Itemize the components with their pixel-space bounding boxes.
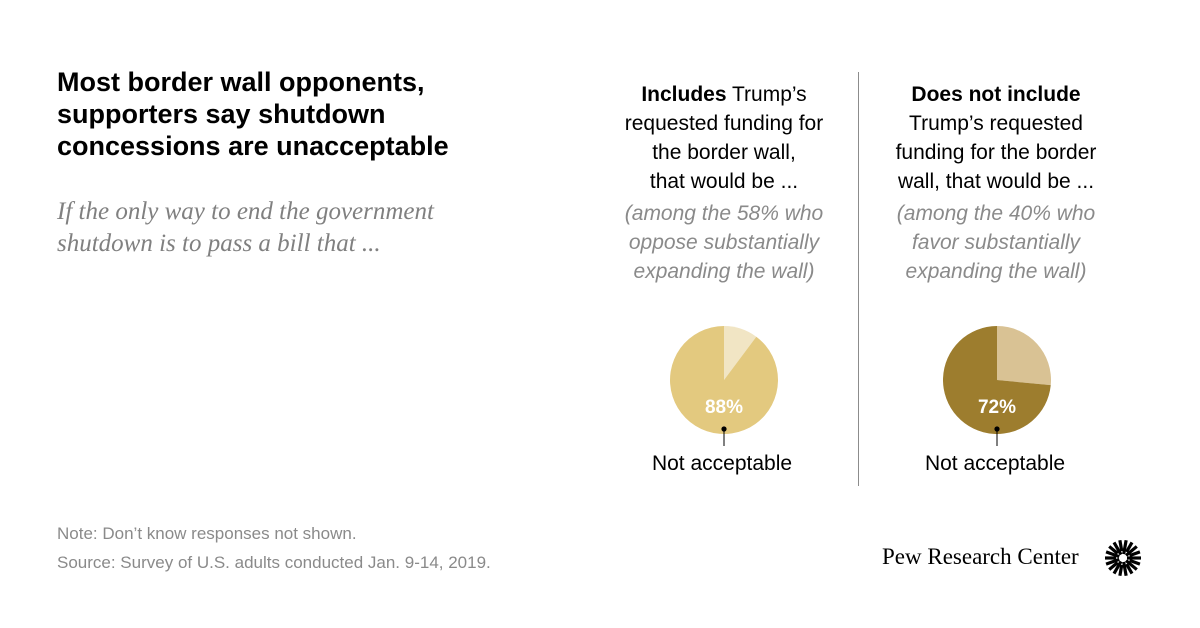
- logo-ray: [1125, 559, 1138, 571]
- pew-logo-icon: [1105, 539, 1141, 577]
- column-heading: Includes Trump’s requested funding for t…: [594, 80, 854, 196]
- logo-ray: [1105, 550, 1120, 559]
- pie-slice-other: [997, 326, 1051, 386]
- column-note: (among the 40% who favor substantially e…: [866, 199, 1126, 286]
- column-includes: Includes Trump’s requested funding for t…: [594, 80, 854, 307]
- source-text: Source: Survey of U.S. adults conducted …: [57, 553, 491, 572]
- heading-bold: Does not include: [911, 83, 1081, 106]
- logo-ray: [1125, 545, 1138, 557]
- note-line: (among the 40% who: [896, 202, 1096, 225]
- subtitle-line: shutdown is to pass a bill that ...: [57, 230, 381, 257]
- logo-ray: [1125, 541, 1134, 553]
- logo-ray: [1122, 539, 1128, 555]
- title-line: Most border wall opponents,: [57, 67, 425, 97]
- logo-ray: [1112, 560, 1123, 575]
- note-line: expanding the wall): [633, 260, 815, 283]
- logo-ray: [1112, 541, 1123, 556]
- chart-title: Most border wall opponents, supporters s…: [57, 66, 537, 162]
- logo-ray: [1122, 561, 1128, 577]
- pie-category-label: Not acceptable: [652, 452, 792, 475]
- brand-name: Pew Research Center: [882, 544, 1079, 569]
- logo-ray: [1118, 539, 1124, 552]
- logo-ray: [1129, 558, 1141, 566]
- heading-line: that would be ...: [649, 170, 799, 193]
- subtitle-line: If the only way to end the government: [57, 198, 434, 225]
- logo-ray: [1118, 564, 1124, 577]
- pie-slice-not-acceptable: [942, 326, 1051, 434]
- heading-rest: Trump’s: [726, 83, 807, 106]
- pie-slice-other: [724, 326, 757, 380]
- title-line: supporters say shutdown: [57, 99, 386, 129]
- column-heading: Does not include Trump’s requested fundi…: [866, 80, 1126, 196]
- logo-ray: [1129, 550, 1141, 558]
- heading-line: requested funding for: [624, 112, 824, 135]
- footnote: Note: Don’t know responses not shown. So…: [57, 519, 491, 577]
- heading-line: wall, that would be ...: [897, 170, 1095, 193]
- heading-line: Trump’s requested: [909, 112, 1083, 135]
- note-line: expanding the wall): [905, 260, 1087, 283]
- note-line: oppose substantially: [628, 231, 820, 254]
- pie-value-label: 72%: [978, 397, 1016, 418]
- logo-ray: [1105, 557, 1120, 566]
- heading-bold: Includes: [641, 83, 727, 106]
- heading-line: Does not include: [866, 80, 1126, 109]
- note-line: favor substantially: [911, 231, 1081, 254]
- pie-value-label: 88%: [705, 397, 743, 418]
- note-line: (among the 58% who: [624, 202, 824, 225]
- heading-line: Includes Trump’s: [594, 80, 854, 109]
- logo-ray: [1108, 545, 1119, 555]
- heading-line: the border wall,: [652, 141, 796, 164]
- heading-line: funding for the border: [895, 141, 1097, 164]
- column-does-not-include: Does not include Trump’s requested fundi…: [866, 80, 1126, 307]
- pie-slice-not-acceptable: [670, 326, 779, 434]
- note-text: Note: Don’t know responses not shown.: [57, 524, 357, 543]
- chart-subtitle: If the only way to end the government sh…: [57, 196, 537, 260]
- column-divider: [858, 72, 859, 486]
- logo-ray: [1125, 563, 1134, 575]
- logo-ray: [1108, 561, 1119, 571]
- pie-category-label: Not acceptable: [925, 452, 1065, 475]
- title-line: concessions are unacceptable: [57, 131, 449, 161]
- column-note: (among the 58% who oppose substantially …: [594, 199, 854, 286]
